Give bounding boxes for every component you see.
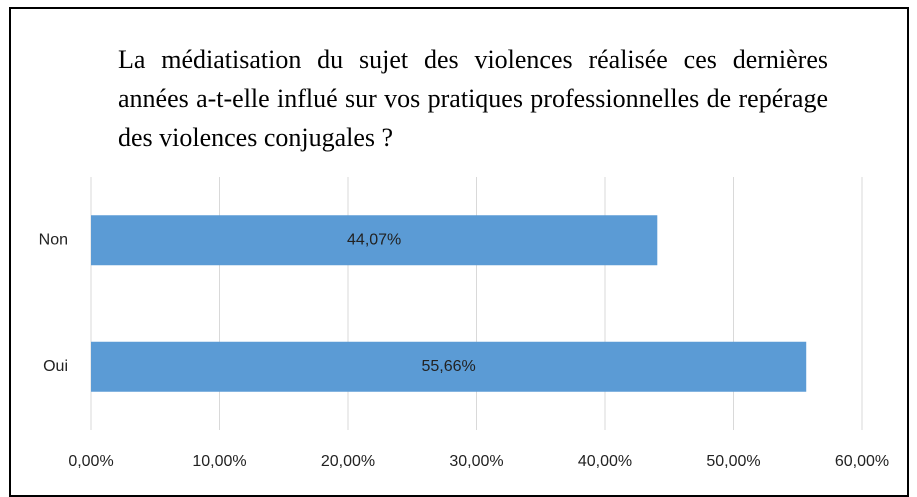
x-tick-label: 60,00%	[835, 453, 889, 470]
y-tick-label: Non	[39, 231, 68, 248]
x-tick-label: 50,00%	[706, 453, 760, 470]
value-label: 44,07%	[347, 231, 401, 248]
bar	[91, 341, 807, 392]
page: La médiatisation du sujet des violences …	[9, 7, 909, 497]
x-tick-label: 30,00%	[449, 453, 503, 470]
x-tick-label: 20,00%	[321, 453, 375, 470]
x-tick-label: 0,00%	[68, 453, 113, 470]
value-label: 55,66%	[421, 358, 475, 375]
x-tick-label: 40,00%	[578, 453, 632, 470]
x-tick-label: 10,00%	[192, 453, 246, 470]
chart-title: La médiatisation du sujet des violences …	[118, 45, 828, 152]
y-tick-label: Oui	[43, 358, 68, 375]
bar	[91, 215, 658, 266]
chart: 0,00% 10,00% 20,00% 30,00% 40,00% 50,00% 60,00…	[39, 177, 889, 470]
